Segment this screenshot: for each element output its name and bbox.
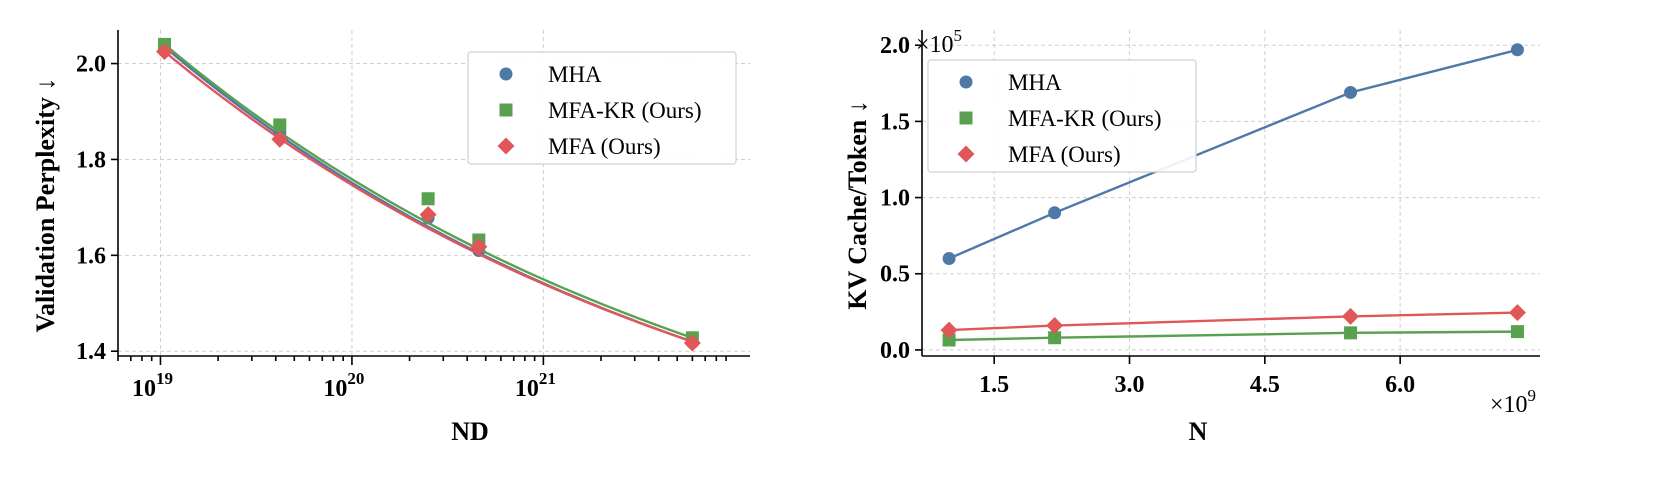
series-mfa-kr-ours xyxy=(942,325,1524,347)
x-tick-label: 3.0 xyxy=(1115,372,1145,398)
x-tick-label: 1020 xyxy=(323,369,364,402)
line-mfa-ours xyxy=(163,50,693,343)
x-multiplier-base: ×10 xyxy=(1490,392,1528,418)
legend-label-mfa-ours: MFA (Ours) xyxy=(548,134,661,159)
legend-label-mfa-kr-ours: MFA-KR (Ours) xyxy=(1008,106,1162,131)
point-mfa-kr-ours xyxy=(421,192,435,206)
legend-frame xyxy=(467,51,737,165)
x-tick-base: 10 xyxy=(132,376,156,402)
y-tick-label: 1.6 xyxy=(76,243,106,269)
y-tick-label: 1.0 xyxy=(880,186,910,212)
legend-frame xyxy=(927,59,1197,173)
point-mfa-ours xyxy=(419,206,437,224)
legend: MHA MFA-KR (Ours) MFA (Ours) xyxy=(927,59,1197,173)
legend-marker-mfa-ours xyxy=(957,145,975,163)
point-mfa-ours xyxy=(1508,304,1526,322)
legend-label-mfa-ours: MFA (Ours) xyxy=(1008,142,1121,167)
y-axis-label: Validation Perplexity ↓ xyxy=(31,78,60,333)
x-axis-label: ND xyxy=(451,417,489,446)
x-multiplier: ×109 xyxy=(1490,386,1536,418)
point-mfa-ours xyxy=(940,321,958,339)
y-multiplier: ×105 xyxy=(916,26,962,58)
legend-item-mha: MHA xyxy=(959,70,1062,95)
y-tick-label: 0.5 xyxy=(880,262,910,288)
point-mha xyxy=(1510,43,1524,57)
y-multiplier-exp: 5 xyxy=(954,26,963,45)
legend-item-mfa-kr-ours: MFA-KR (Ours) xyxy=(499,98,702,123)
point-mha xyxy=(942,252,956,266)
legend-label-mha: MHA xyxy=(548,62,602,87)
line-mfa-ours xyxy=(949,311,1518,332)
x-multiplier-exp: 9 xyxy=(1528,386,1537,405)
y-tick-label: 1.8 xyxy=(76,147,106,173)
x-tick-label: 1019 xyxy=(132,369,173,402)
x-axis-label: N xyxy=(1189,417,1208,446)
series-mha xyxy=(942,43,1524,266)
y-tick-label: 1.5 xyxy=(880,109,910,135)
legend-item-mfa-ours: MFA (Ours) xyxy=(497,134,661,159)
legend-label-mha: MHA xyxy=(1008,70,1062,95)
legend-label-mfa-kr-ours: MFA-KR (Ours) xyxy=(548,98,702,123)
x-tick-base: 10 xyxy=(515,376,539,402)
point-mfa-ours xyxy=(470,238,488,256)
y-tick-label: 1.4 xyxy=(76,339,106,365)
legend-item-mha: MHA xyxy=(499,62,602,87)
legend-marker-mfa-ours xyxy=(497,137,515,155)
x-tick-label: 6.0 xyxy=(1385,372,1415,398)
series-mfa-ours xyxy=(940,304,1526,339)
point-mfa-kr-ours xyxy=(1344,326,1358,340)
point-mfa-kr-ours xyxy=(273,118,287,132)
point-mfa-kr-ours xyxy=(1048,331,1062,345)
y-tick-label: 0.0 xyxy=(880,338,910,364)
point-mha xyxy=(1048,206,1062,220)
legend: MHA MFA-KR (Ours) MFA (Ours) xyxy=(467,51,737,165)
y-multiplier-base: ×10 xyxy=(916,32,954,58)
legend-marker-mha xyxy=(499,67,513,81)
point-mfa-ours xyxy=(271,130,289,148)
point-mfa-ours xyxy=(1046,317,1064,335)
point-mfa-kr-ours xyxy=(942,333,956,347)
x-tick-exp: 20 xyxy=(347,369,364,388)
point-mfa-ours xyxy=(1342,307,1360,325)
x-tick-label: 1.5 xyxy=(979,372,1009,398)
x-tick-exp: 21 xyxy=(539,369,556,388)
x-tick-base: 10 xyxy=(323,376,347,402)
legend-marker-mfa-kr-ours xyxy=(499,103,513,117)
series-mfa-ours xyxy=(156,43,701,352)
point-mfa-ours xyxy=(156,43,174,61)
x-tick-exp: 19 xyxy=(156,369,173,388)
line-mha xyxy=(948,48,1518,260)
legend-marker-mfa-kr-ours xyxy=(959,111,973,125)
point-mfa-ours xyxy=(683,334,701,352)
point-mfa-kr-ours xyxy=(1510,325,1524,339)
point-mha xyxy=(1344,85,1358,99)
legend-item-mfa-ours: MFA (Ours) xyxy=(957,142,1121,167)
y-axis-label: KV Cache/Token ↓ xyxy=(843,100,872,310)
x-tick-label: 1021 xyxy=(515,369,556,402)
x-tick-label: 4.5 xyxy=(1250,372,1280,398)
y-tick-label: 2.0 xyxy=(880,33,910,59)
legend-item-mfa-kr-ours: MFA-KR (Ours) xyxy=(959,106,1162,131)
line-mfa-kr-ours xyxy=(949,330,1518,342)
y-tick-label: 2.0 xyxy=(76,52,106,78)
line-mfa-kr-ours xyxy=(163,43,693,339)
legend-marker-mha xyxy=(959,75,973,89)
